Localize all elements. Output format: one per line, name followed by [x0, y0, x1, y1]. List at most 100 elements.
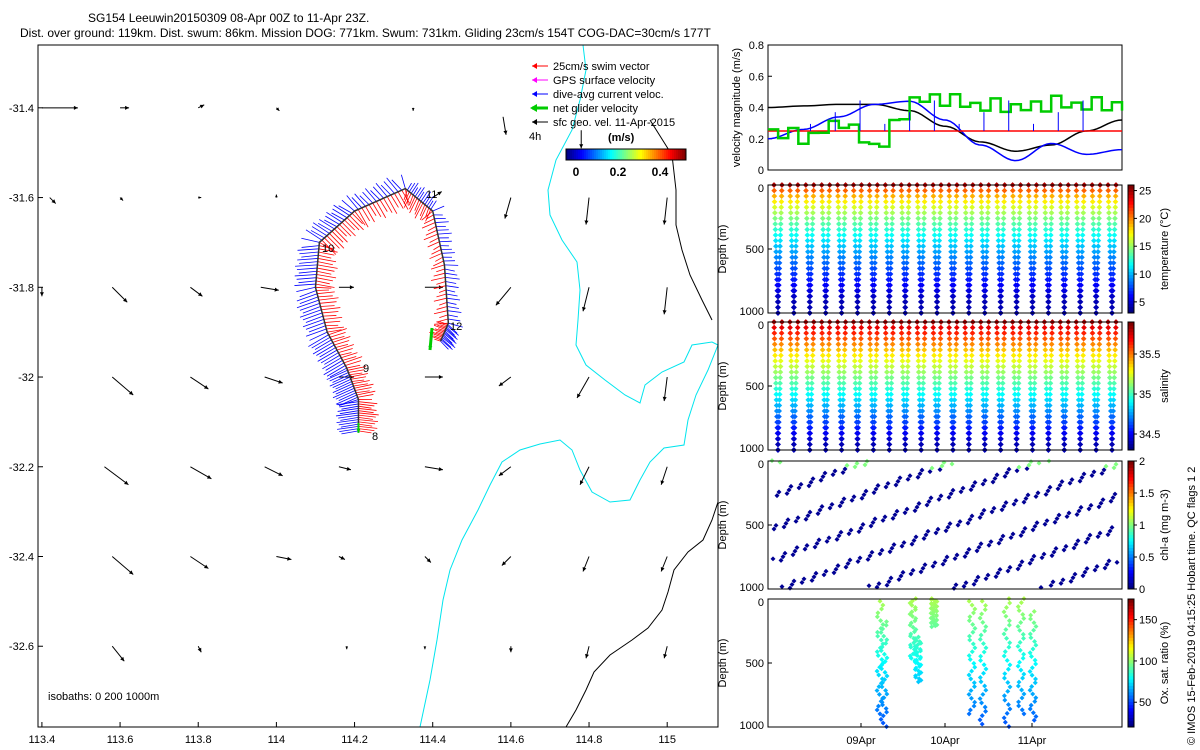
swim-vector	[423, 218, 435, 224]
section-y-tick-label: 500	[746, 520, 764, 532]
dac-vector	[332, 387, 355, 399]
swim-vector	[344, 219, 355, 231]
dac-vector	[446, 325, 459, 336]
time-x-tick-label: 11Apr	[1018, 735, 1047, 747]
dac-vector	[320, 352, 339, 364]
swim-vector	[339, 224, 352, 237]
swim-vector	[433, 324, 446, 330]
geo-vector	[495, 286, 512, 306]
section-y-tick-label: 0	[758, 597, 764, 609]
dac-vector	[332, 208, 348, 219]
swim-vector	[329, 332, 346, 338]
swim-vector	[341, 221, 356, 237]
geo-vector	[424, 556, 432, 563]
legend-entry-swim: 25cm/s swim vector	[532, 61, 650, 73]
dac-vector	[305, 315, 324, 323]
swim-vector	[321, 307, 341, 311]
geo-vector	[345, 646, 349, 650]
geostrophic-vectors	[39, 104, 668, 662]
map-y-tick-label: -31.6	[9, 193, 34, 205]
dac-vector	[312, 342, 333, 355]
chart-title: SG154 Leeuwin20150309 08-Apr 00Z to 11-A…	[88, 11, 370, 25]
legend-entry-gps: GPS surface velocity	[532, 75, 656, 87]
swim-vector	[358, 430, 372, 434]
dac-vector	[340, 423, 359, 428]
swim-vector	[325, 324, 339, 327]
dac-vector	[299, 261, 318, 264]
geo-vector	[660, 466, 668, 485]
swim-vector	[379, 199, 388, 212]
swim-vector	[317, 291, 335, 295]
dac-vector	[412, 187, 419, 196]
dac-vector	[370, 190, 381, 201]
colorbar-tick-label: 10	[1139, 269, 1151, 281]
dac-vector	[447, 310, 462, 313]
velocity-series	[768, 92, 1124, 148]
dac-vector	[336, 419, 359, 424]
track-line	[314, 187, 450, 431]
map-x-tick-label: 114.6	[498, 734, 525, 746]
swim-vector	[408, 194, 414, 206]
dac-vector	[338, 421, 359, 426]
swim-vector	[346, 364, 361, 369]
swim-vector	[358, 412, 379, 416]
swim-vector	[346, 217, 360, 231]
dac-vector	[309, 331, 328, 341]
dac-vector	[446, 301, 457, 305]
geo-vector	[338, 555, 346, 560]
swim-vector	[423, 233, 438, 241]
swim-vector	[318, 297, 339, 301]
geo-vector	[424, 375, 443, 380]
dac-vector	[297, 258, 319, 261]
swim-vector	[332, 336, 351, 343]
swim-vector	[438, 289, 447, 293]
dac-vector	[335, 394, 357, 405]
geo-vector	[579, 466, 590, 485]
swim-vector	[331, 335, 345, 341]
section-y-tick-label: 1000	[740, 720, 764, 732]
dac-vector	[326, 365, 346, 377]
dac-vector	[329, 376, 351, 387]
geo-vector	[411, 107, 415, 111]
swim-vector	[317, 267, 335, 272]
dac-vector	[298, 280, 317, 284]
map-x-ticks: 113.4 113.6 113.8 114 114.2 114.4 114.6 114.8 11…	[29, 722, 676, 746]
colorbar-tick-label: 20	[1139, 213, 1151, 225]
section-y-tick-label: 1000	[740, 306, 764, 318]
swim-vector	[315, 280, 330, 285]
geo-vector	[508, 646, 513, 653]
isobath-1000m	[565, 119, 719, 728]
section-y-tick-label: 0	[758, 183, 764, 195]
dac-vector	[301, 237, 320, 243]
svg-text:dive-avg current veloc.: dive-avg current veloc.	[553, 89, 664, 101]
swim-vector	[425, 229, 438, 236]
map-x-tick-label: 114.2	[341, 734, 368, 746]
dac-vector	[441, 252, 455, 254]
dac-vector	[337, 408, 359, 412]
swim-vector	[358, 419, 379, 423]
colorbar-tick-label: 35	[1139, 389, 1151, 401]
geo-vector	[49, 197, 57, 204]
dac-vector	[308, 325, 326, 333]
swim-vector	[358, 410, 374, 414]
dac-vector	[445, 329, 458, 340]
dac-vector	[448, 318, 461, 322]
svg-text:net glider velocity: net glider velocity	[553, 103, 638, 115]
swim-vector	[390, 194, 399, 208]
dac-vector	[296, 299, 319, 309]
colorbar-tick-label: 35.5	[1139, 349, 1160, 361]
swim-vector	[419, 206, 428, 221]
geo-vector	[662, 287, 668, 315]
swim-vector	[326, 326, 344, 330]
geo-vector	[275, 107, 280, 112]
geo-vector	[432, 191, 442, 198]
dac-vector	[372, 186, 384, 199]
swim-vector	[429, 237, 439, 243]
dac-vector	[326, 369, 348, 380]
geo-vector	[111, 645, 125, 662]
dac-vector	[447, 306, 459, 309]
colorbar-label: chl-a (mg m-3)	[1159, 489, 1171, 561]
swim-vector	[326, 235, 340, 249]
dac-vector	[443, 333, 457, 344]
swim-vector	[375, 201, 387, 219]
